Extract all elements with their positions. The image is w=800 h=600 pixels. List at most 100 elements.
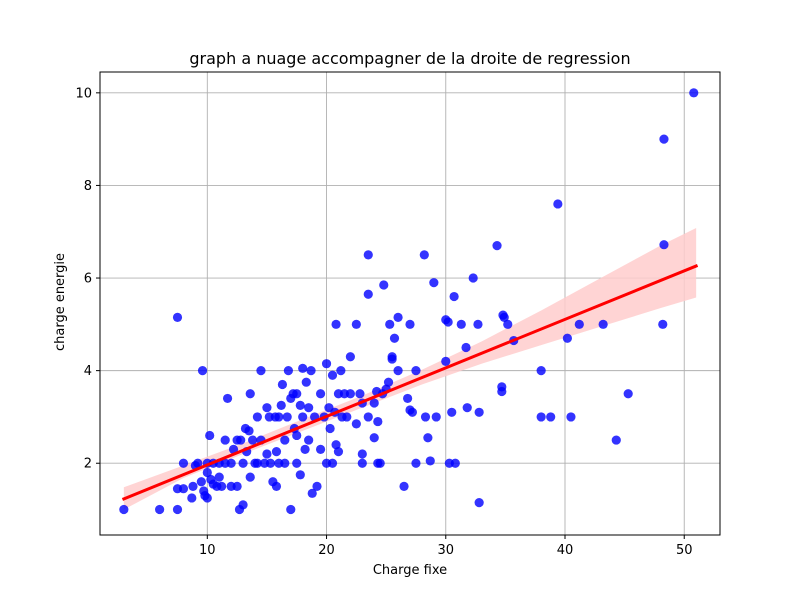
data-point (546, 412, 556, 422)
data-point (245, 472, 255, 482)
data-point (403, 393, 413, 404)
data-point (321, 359, 332, 369)
data-point (292, 389, 302, 399)
chart-title: graph a nuage accompagner de la droite d… (189, 49, 630, 68)
data-point (265, 458, 276, 468)
data-point (574, 319, 584, 329)
data-point (236, 435, 246, 445)
y-tick-label: 6 (84, 272, 92, 287)
data-point (566, 412, 576, 422)
grid-lines (100, 72, 720, 535)
data-point (300, 444, 310, 454)
data-point (462, 403, 472, 413)
data-point (301, 377, 311, 387)
data-point (345, 352, 355, 362)
data-point (205, 430, 215, 441)
data-point (393, 366, 403, 376)
data-point (286, 504, 296, 515)
data-point (387, 354, 397, 364)
data-point (399, 481, 409, 491)
data-point (277, 379, 288, 390)
data-point (443, 317, 453, 327)
data-point (363, 412, 373, 422)
data-point (420, 412, 431, 422)
data-point (373, 416, 383, 427)
data-point (238, 500, 248, 510)
data-point (232, 481, 242, 491)
data-point (562, 333, 572, 343)
data-point (473, 319, 483, 329)
data-point (355, 389, 365, 399)
data-point (492, 241, 502, 251)
data-point (306, 366, 316, 376)
data-point (331, 319, 341, 329)
data-point (202, 467, 212, 478)
data-point (336, 366, 346, 376)
data-point (431, 412, 441, 422)
data-point (315, 389, 326, 399)
data-point (295, 400, 305, 410)
data-point (327, 370, 338, 380)
data-point (369, 398, 379, 408)
y-tick-label: 10 (75, 86, 92, 101)
data-point (327, 458, 338, 468)
data-point (456, 319, 466, 329)
data-point (298, 412, 308, 422)
data-point (282, 412, 292, 422)
data-point (405, 319, 415, 329)
data-point (155, 504, 165, 515)
data-point (419, 250, 429, 260)
data-point (188, 481, 198, 491)
x-axis-label: Charge fixe (373, 563, 447, 578)
x-tick-label: 30 (437, 543, 454, 558)
data-point (292, 458, 302, 468)
data-point (468, 273, 478, 283)
data-point (389, 333, 400, 343)
data-point (383, 377, 394, 387)
data-point (447, 407, 457, 417)
data-point (385, 319, 395, 329)
data-point (248, 435, 258, 445)
y-axis-label: charge energie (53, 253, 68, 351)
y-tick-label: 4 (84, 364, 92, 379)
data-point (325, 423, 335, 434)
y-tick-label: 8 (84, 179, 92, 194)
plot-frame (99, 71, 721, 536)
data-point (659, 240, 669, 250)
data-point (450, 458, 460, 468)
x-tick-label: 50 (676, 543, 693, 558)
data-point (351, 419, 361, 429)
regression-line-layer (121, 264, 699, 501)
data-point (503, 319, 513, 329)
data-point (222, 393, 233, 404)
data-point (379, 280, 389, 290)
data-point (262, 403, 272, 413)
data-point (262, 449, 272, 459)
data-point (658, 319, 668, 329)
data-point (536, 366, 546, 376)
data-point (659, 134, 669, 144)
data-point (280, 435, 290, 445)
data-point (228, 444, 239, 454)
data-point (276, 400, 286, 410)
data-point (307, 488, 317, 498)
data-point (178, 484, 189, 494)
data-point (499, 312, 509, 322)
axis-ticks: 10 20 30 40 50 2 4 6 8 10 (75, 86, 692, 558)
data-point (598, 319, 608, 329)
regression-line (121, 264, 699, 501)
data-point (245, 389, 255, 399)
data-point (252, 458, 262, 468)
data-point (271, 481, 282, 491)
data-point (497, 386, 507, 397)
data-point (220, 435, 230, 445)
data-point (425, 456, 435, 466)
data-point (331, 440, 341, 450)
data-point (119, 504, 129, 515)
data-point (393, 312, 403, 322)
data-point (214, 472, 224, 482)
data-point (172, 312, 183, 322)
data-point (315, 444, 326, 454)
data-point (196, 477, 206, 487)
